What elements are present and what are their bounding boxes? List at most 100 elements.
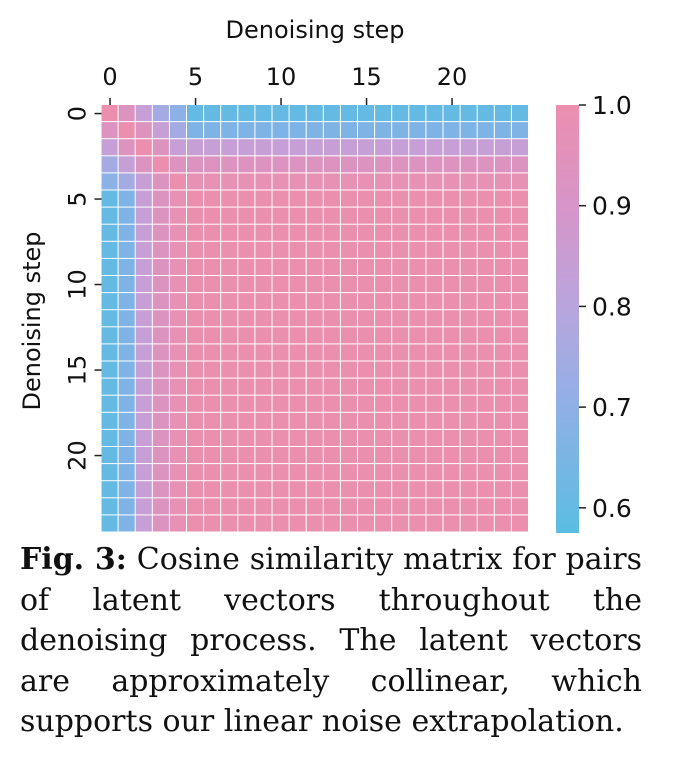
heatmap-cell [323, 310, 340, 327]
heatmap-cell [511, 429, 528, 446]
heatmap-cell [426, 515, 443, 532]
heatmap-cell [169, 105, 186, 122]
heatmap-cell [340, 310, 357, 327]
heatmap-cell [511, 258, 528, 275]
heatmap-cell [118, 293, 135, 310]
heatmap-cell [187, 258, 204, 275]
heatmap-cell [238, 241, 255, 258]
heatmap-cell [409, 464, 426, 481]
heatmap-cell [101, 276, 118, 293]
heatmap-cell [221, 498, 238, 515]
heatmap-cell [477, 293, 494, 310]
heatmap-cell [221, 378, 238, 395]
heatmap-cell [255, 156, 272, 173]
heatmap-cell [323, 207, 340, 224]
heatmap-cell [375, 139, 392, 156]
heatmap-cell [306, 412, 323, 429]
heatmap-cell [340, 395, 357, 412]
heatmap-cell [511, 464, 528, 481]
heatmap-cell [375, 258, 392, 275]
heatmap-cell [426, 258, 443, 275]
colorbar-tick-label: 0.8 [592, 292, 632, 321]
heatmap-cell [152, 122, 169, 139]
heatmap-cell [306, 481, 323, 498]
heatmap-cell [289, 139, 306, 156]
heatmap-cell [101, 395, 118, 412]
heatmap-cell [152, 258, 169, 275]
heatmap-cell [323, 122, 340, 139]
heatmap-cell [358, 139, 375, 156]
heatmap-cell [187, 139, 204, 156]
heatmap-cell [118, 481, 135, 498]
heatmap-cell [306, 105, 323, 122]
heatmap-cell [135, 361, 152, 378]
colorbar-tick-label: 0.7 [592, 393, 632, 422]
heatmap-cell [289, 412, 306, 429]
heatmap-cell [255, 105, 272, 122]
heatmap-cell [187, 276, 204, 293]
heatmap-cell [272, 498, 289, 515]
heatmap-cell [118, 464, 135, 481]
heatmap-cell [477, 344, 494, 361]
heatmap-cell [323, 173, 340, 190]
heatmap-cell [272, 241, 289, 258]
heatmap-cell [392, 412, 409, 429]
heatmap-cell [289, 429, 306, 446]
heatmap-cell [443, 481, 460, 498]
heatmap-cell [477, 429, 494, 446]
heatmap-cell [426, 190, 443, 207]
heatmap-cell [477, 395, 494, 412]
heatmap-cell [511, 327, 528, 344]
heatmap-cell [306, 258, 323, 275]
heatmap-cell [340, 412, 357, 429]
colorbar-tick-label: 1.0 [592, 91, 632, 120]
heatmap-cell [340, 327, 357, 344]
heatmap-cell [187, 481, 204, 498]
heatmap-cell [169, 224, 186, 241]
heatmap-cell [494, 173, 511, 190]
heatmap-cell [323, 481, 340, 498]
heatmap-cell [392, 293, 409, 310]
heatmap-cell [187, 310, 204, 327]
heatmap-cell [443, 122, 460, 139]
heatmap-cell [409, 515, 426, 532]
heatmap-cell [460, 464, 477, 481]
heatmap-cell [152, 395, 169, 412]
heatmap-cell [375, 207, 392, 224]
heatmap-cell [306, 293, 323, 310]
heatmap-cell [204, 464, 221, 481]
heatmap-cell [255, 241, 272, 258]
heatmap-cell [238, 139, 255, 156]
heatmap-cell [187, 361, 204, 378]
heatmap-cell [101, 207, 118, 224]
heatmap-cell [392, 224, 409, 241]
heatmap-cell [204, 190, 221, 207]
heatmap-cell [238, 498, 255, 515]
heatmap-cell [392, 515, 409, 532]
heatmap-cell [169, 344, 186, 361]
heatmap-cell [323, 293, 340, 310]
heatmap-cell [152, 481, 169, 498]
heatmap-cell [426, 139, 443, 156]
heatmap-cell [340, 361, 357, 378]
heatmap-cell [443, 361, 460, 378]
heatmap-cell [272, 515, 289, 532]
heatmap-cell [477, 122, 494, 139]
heatmap-cell [409, 361, 426, 378]
heatmap-cell [358, 173, 375, 190]
heatmap-cell [238, 190, 255, 207]
heatmap-cell [204, 498, 221, 515]
x-axis-label: Denoising step [226, 16, 405, 44]
heatmap-cell [255, 139, 272, 156]
heatmap-cell [221, 156, 238, 173]
heatmap-cell [392, 122, 409, 139]
heatmap-cell [204, 122, 221, 139]
heatmap-cell [392, 190, 409, 207]
heatmap-cell [169, 122, 186, 139]
heatmap-cell [375, 122, 392, 139]
heatmap-cell [375, 293, 392, 310]
heatmap-cell [358, 395, 375, 412]
heatmap-cell [409, 498, 426, 515]
heatmap-cell [358, 276, 375, 293]
heatmap-cell [118, 378, 135, 395]
